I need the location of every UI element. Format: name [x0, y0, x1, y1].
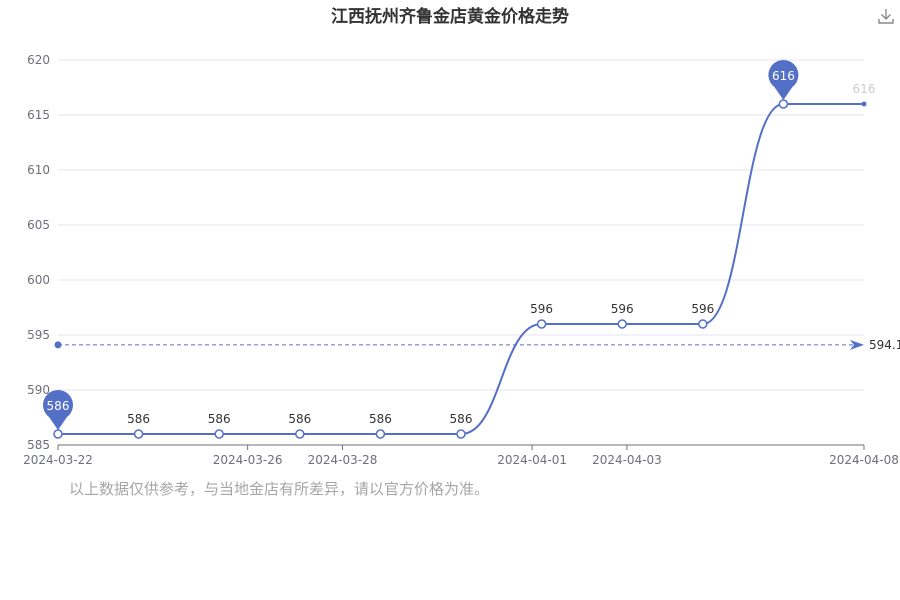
data-point: [778, 99, 789, 109]
data-point: [295, 429, 305, 439]
data-point: [214, 429, 224, 439]
x-tick-label: 2024-04-01: [497, 453, 567, 467]
data-label: 586: [450, 412, 473, 426]
data-point: [53, 429, 63, 439]
data-label: 586: [288, 412, 311, 426]
data-label: 596: [691, 302, 714, 316]
markpoint-pin-max: [768, 60, 799, 100]
data-label: 586: [208, 412, 231, 426]
download-icon[interactable]: [876, 6, 896, 26]
markpoint-label-min: 586: [47, 399, 70, 413]
x-tick-label: 2024-04-03: [592, 453, 662, 467]
y-tick-label: 600: [27, 273, 50, 287]
data-label: 616: [853, 82, 876, 96]
data-point: [536, 319, 547, 329]
footnote: 以上数据仅供参考，与当地金店有所差异，请以官方价格为准。: [69, 480, 490, 498]
data-point: [698, 319, 708, 329]
series-line: [58, 103, 864, 435]
data-point: [456, 429, 466, 439]
y-tick-label: 620: [27, 53, 50, 67]
y-tick-label: 595: [27, 328, 50, 342]
data-point: [375, 429, 386, 439]
data-label: 596: [530, 302, 553, 316]
y-tick-label: 585: [27, 438, 50, 452]
x-tick-label: 2024-03-26: [213, 453, 283, 467]
x-tick-label: 2024-03-28: [308, 453, 378, 467]
x-tick-label: 2024-04-08: [829, 453, 899, 467]
y-tick-label: 615: [27, 108, 50, 122]
x-tick-label: 2024-03-22: [23, 453, 93, 467]
y-tick-label: 605: [27, 218, 50, 232]
data-label: 586: [369, 412, 392, 426]
data-point: [861, 101, 867, 107]
markpoint-label-max: 616: [772, 69, 795, 83]
average-line-arrow: [850, 339, 864, 350]
y-tick-label: 590: [27, 383, 50, 397]
average-line-label: 594.1: [869, 338, 900, 352]
chart-title: 江西抚州齐鲁金店黄金价格走势: [331, 7, 569, 27]
markpoint-pin-min: [43, 390, 74, 430]
average-line-start: [54, 341, 62, 349]
data-label: 586: [127, 412, 150, 426]
data-point: [617, 319, 627, 329]
y-tick-label: 610: [27, 163, 50, 177]
data-label: 596: [611, 302, 634, 316]
data-point: [133, 429, 144, 439]
